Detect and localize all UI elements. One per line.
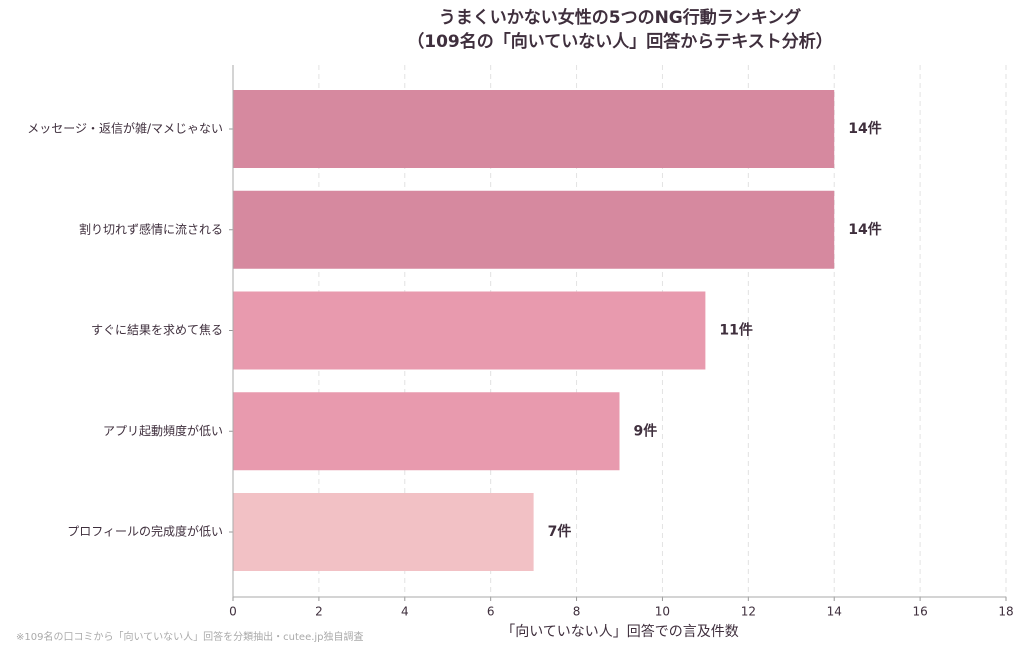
x-tick-label: 0 <box>229 605 237 619</box>
value-label: 7件 <box>548 523 572 540</box>
x-tick-label: 18 <box>998 605 1013 619</box>
x-tick-label: 12 <box>741 605 756 619</box>
x-axis-label: 「向いていない人」回答での言及件数 <box>501 623 739 640</box>
value-label: 9件 <box>634 422 658 439</box>
x-tick-label: 10 <box>655 605 670 619</box>
y-tick-label: すぐに結果を求めて焦る <box>91 323 223 337</box>
x-tick-label: 14 <box>827 605 842 619</box>
y-tick-label: メッセージ・返信が雑/マメじゃない <box>27 121 223 136</box>
chart-subtitle: （109名の「向いていない人」回答からテキスト分析） <box>407 31 832 52</box>
x-tick-label: 4 <box>401 605 409 619</box>
x-tick-label: 6 <box>487 605 495 619</box>
footnote: ※109名の口コミから「向いていない人」回答を分類抽出・cutee.jp独自調査 <box>16 630 364 643</box>
x-tick-label: 16 <box>912 605 927 619</box>
y-tick-label: プロフィールの完成度が低い <box>67 524 223 539</box>
bar <box>233 90 835 168</box>
bar <box>233 291 706 370</box>
x-tick-label: 8 <box>573 605 581 619</box>
x-tick-label: 2 <box>315 605 323 619</box>
y-tick-label: アプリ起動頻度が低い <box>103 423 223 438</box>
value-label: 11件 <box>719 322 752 339</box>
bar <box>233 392 620 471</box>
bar <box>233 190 835 269</box>
value-label: 14件 <box>848 221 881 238</box>
bar <box>233 493 534 571</box>
y-tick-label: 割り切れず感情に流される <box>79 221 223 236</box>
chart-title: うまくいかない女性の5つのNG行動ランキング <box>439 7 802 28</box>
value-label: 14件 <box>848 120 881 137</box>
